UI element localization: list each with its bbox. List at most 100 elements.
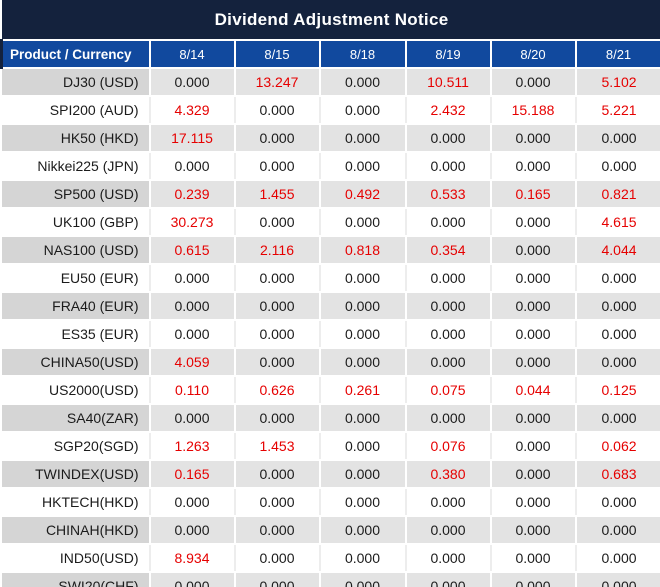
value-cell: 0.000 (318, 572, 406, 587)
table-row: IND50(USD) 8.934 0.000 0.000 0.000 0.000… (1, 544, 660, 573)
value-cell: 0.000 (489, 544, 576, 573)
value-cell: 0.125 (574, 376, 660, 405)
date-header: 8/20 (489, 40, 576, 69)
value-cell: 0.000 (574, 124, 660, 153)
value-cell: 0.239 (148, 180, 235, 209)
value-cell: 5.221 (574, 96, 660, 125)
value-cell: 0.000 (489, 432, 576, 461)
value-cell: 0.000 (233, 516, 320, 545)
column-header-row: Product / Currency 8/14 8/15 8/18 8/19 8… (0, 40, 660, 69)
value-cell: 15.188 (489, 96, 576, 125)
value-cell: 0.000 (404, 292, 491, 321)
value-cell: 0.000 (489, 292, 576, 321)
value-cell: 0.000 (148, 292, 235, 321)
value-cell: 0.000 (489, 460, 576, 489)
table-row: CHINA50(USD) 4.059 0.000 0.000 0.000 0.0… (1, 348, 660, 377)
value-cell: 0.000 (233, 124, 320, 153)
value-cell: 1.263 (148, 432, 235, 461)
value-cell: 0.000 (489, 404, 576, 433)
value-cell: 0.000 (233, 152, 320, 181)
value-cell: 0.000 (233, 208, 320, 237)
value-cell: 0.076 (404, 432, 491, 461)
value-cell: 0.165 (148, 460, 235, 489)
value-cell: 1.453 (233, 432, 320, 461)
value-cell: 0.000 (233, 320, 320, 349)
title-row: Dividend Adjustment Notice (1, 0, 660, 41)
value-cell: 0.000 (318, 68, 406, 97)
notice-title: Dividend Adjustment Notice (1, 0, 660, 41)
product-cell: TWINDEX(USD) (1, 460, 150, 489)
date-header: 8/19 (404, 40, 491, 69)
value-cell: 0.000 (574, 292, 660, 321)
value-cell: 0.000 (489, 516, 576, 545)
value-cell: 0.000 (404, 348, 491, 377)
value-cell: 0.000 (148, 152, 235, 181)
product-cell: DJ30 (USD) (1, 68, 150, 97)
value-cell: 0.000 (233, 348, 320, 377)
table-row: SA40(ZAR) 0.000 0.000 0.000 0.000 0.000 … (1, 404, 660, 433)
value-cell: 0.000 (574, 488, 660, 517)
value-cell: 0.818 (318, 236, 406, 265)
value-cell: 0.000 (233, 488, 320, 517)
table-row: SGP20(SGD) 1.263 1.453 0.000 0.076 0.000… (1, 432, 660, 461)
value-cell: 0.000 (489, 320, 576, 349)
value-cell: 0.000 (148, 516, 235, 545)
product-cell: ES35 (EUR) (1, 320, 150, 349)
table-row: CHINAH(HKD) 0.000 0.000 0.000 0.000 0.00… (1, 516, 660, 545)
value-cell: 0.683 (574, 460, 660, 489)
value-cell: 0.000 (233, 544, 320, 573)
value-cell: 0.626 (233, 376, 320, 405)
product-cell: FRA40 (EUR) (1, 292, 150, 321)
value-cell: 0.000 (404, 208, 491, 237)
value-cell: 0.000 (318, 544, 406, 573)
table-row: NAS100 (USD) 0.615 2.116 0.818 0.354 0.0… (1, 236, 660, 265)
date-header: 8/18 (318, 40, 406, 69)
value-cell: 13.247 (233, 68, 320, 97)
value-cell: 0.000 (489, 208, 576, 237)
value-cell: 0.000 (233, 404, 320, 433)
value-cell: 8.934 (148, 544, 235, 573)
value-cell: 0.075 (404, 376, 491, 405)
product-cell: CHINAH(HKD) (1, 516, 150, 545)
value-cell: 0.000 (318, 404, 406, 433)
value-cell: 0.821 (574, 180, 660, 209)
table-row: DJ30 (USD) 0.000 13.247 0.000 10.511 0.0… (1, 68, 660, 97)
value-cell: 0.000 (148, 320, 235, 349)
value-cell: 10.511 (404, 68, 491, 97)
value-cell: 0.000 (404, 320, 491, 349)
value-cell: 0.261 (318, 376, 406, 405)
value-cell: 0.000 (489, 572, 576, 587)
value-cell: 0.000 (318, 96, 406, 125)
date-header: 8/15 (233, 40, 320, 69)
value-cell: 0.000 (404, 152, 491, 181)
value-cell: 4.059 (148, 348, 235, 377)
table-row: SP500 (USD) 0.239 1.455 0.492 0.533 0.16… (1, 180, 660, 209)
product-cell: HKTECH(HKD) (1, 488, 150, 517)
value-cell: 0.000 (233, 264, 320, 293)
table-row: ES35 (EUR) 0.000 0.000 0.000 0.000 0.000… (1, 320, 660, 349)
product-cell: HK50 (HKD) (1, 124, 150, 153)
table-row: Nikkei225 (JPN) 0.000 0.000 0.000 0.000 … (1, 152, 660, 181)
value-cell: 0.000 (574, 152, 660, 181)
table-row: EU50 (EUR) 0.000 0.000 0.000 0.000 0.000… (1, 264, 660, 293)
value-cell: 0.000 (574, 348, 660, 377)
table-row: UK100 (GBP) 30.273 0.000 0.000 0.000 0.0… (1, 208, 660, 237)
value-cell: 0.110 (148, 376, 235, 405)
value-cell: 0.044 (489, 376, 576, 405)
product-cell: NAS100 (USD) (1, 236, 150, 265)
value-cell: 0.000 (404, 264, 491, 293)
product-cell: Nikkei225 (JPN) (1, 152, 150, 181)
table-row: FRA40 (EUR) 0.000 0.000 0.000 0.000 0.00… (1, 292, 660, 321)
value-cell: 0.000 (318, 152, 406, 181)
table-row: HK50 (HKD) 17.115 0.000 0.000 0.000 0.00… (1, 124, 660, 153)
value-cell: 0.000 (318, 208, 406, 237)
value-cell: 0.000 (318, 292, 406, 321)
value-cell: 0.000 (148, 572, 235, 587)
value-cell: 0.165 (489, 180, 576, 209)
value-cell: 0.062 (574, 432, 660, 461)
value-cell: 0.000 (404, 488, 491, 517)
value-cell: 0.000 (233, 96, 320, 125)
value-cell: 0.000 (233, 460, 320, 489)
product-cell: SP500 (USD) (1, 180, 150, 209)
table-row: TWINDEX(USD) 0.165 0.000 0.000 0.380 0.0… (1, 460, 660, 489)
